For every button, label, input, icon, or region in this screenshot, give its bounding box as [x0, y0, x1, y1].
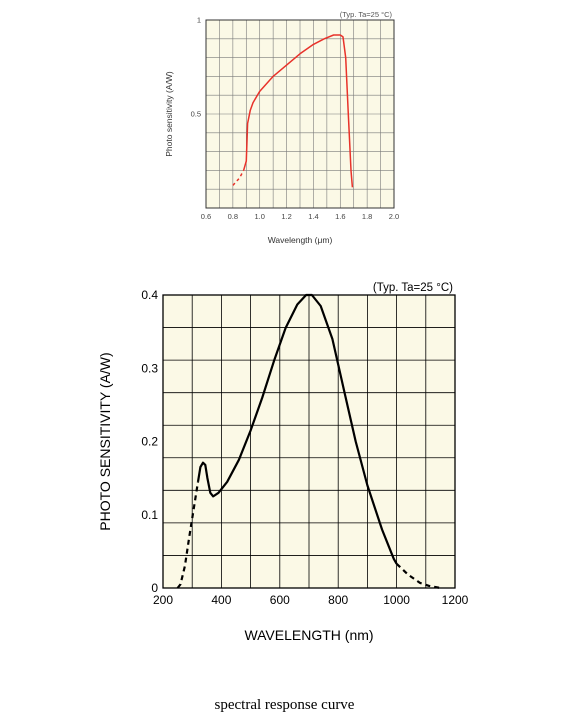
top-x-tick-label: 0.6 [201, 212, 211, 221]
bot-series-dashed-segment [395, 562, 441, 590]
top-x-tick-label: 2.0 [389, 212, 399, 221]
bottom-chart-tick-labels: 200 400 600 800 1000 1200 0 0.1 0.2 0.3 0.4 [141, 288, 468, 607]
bot-x-tick-label: 400 [211, 593, 231, 607]
top-x-tick-label: 1.8 [362, 212, 372, 221]
bot-y-tick-label: 0.1 [141, 508, 158, 522]
top-chart-series [232, 34, 354, 188]
top-x-tick-label: 1.6 [335, 212, 345, 221]
bot-x-tick-label: 600 [270, 593, 290, 607]
bot-y-tick-label: 0.2 [141, 435, 158, 449]
bottom-chart-y-axis-label: PHOTO SENSITIVITY (A/W) [97, 352, 113, 530]
bot-series-line [196, 293, 398, 565]
bot-x-tick-label: 200 [153, 593, 173, 607]
bot-series-dashed-segment [176, 481, 200, 589]
top-chart-x-axis-label: Wavelength (μm) [268, 235, 333, 245]
top-chart-y-axis-label: Photo sensitivity (A/W) [164, 71, 174, 157]
bottom-chart-series [176, 293, 441, 590]
top-x-tick-label: 1.2 [281, 212, 291, 221]
top-x-tick-label: 0.8 [228, 212, 238, 221]
bot-x-tick-label: 800 [328, 593, 348, 607]
bottom-chart-note: (Typ. Ta=25 °C) [373, 282, 453, 294]
bottom-chart-grid [163, 295, 455, 588]
bot-y-tick-label: 0.4 [141, 288, 158, 302]
top-chart-grid [206, 20, 394, 208]
bot-y-tick-label: 0 [151, 581, 158, 595]
top-y-tick-label: 1 [197, 16, 201, 25]
top-y-tick-label: 0.5 [191, 110, 201, 119]
top-chart-plot-area [205, 19, 395, 209]
bot-x-tick-label: 1000 [383, 593, 410, 607]
top-chart-tick-labels: 0.6 0.8 1.0 1.2 1.4 1.6 1.8 2.0 0.5 1 [191, 16, 400, 221]
top-chart-note: (Typ. Ta=25 °C) [340, 10, 393, 19]
bot-y-tick-label: 0.3 [141, 361, 158, 375]
bot-x-tick-label: 1200 [442, 593, 469, 607]
top-x-tick-label: 1.0 [254, 212, 264, 221]
top-x-tick-label: 1.4 [308, 212, 318, 221]
top-series-line [242, 34, 354, 188]
figure-caption: spectral response curve [214, 697, 355, 713]
bottom-chart-x-axis-label: WAVELENGTH (nm) [244, 627, 373, 643]
